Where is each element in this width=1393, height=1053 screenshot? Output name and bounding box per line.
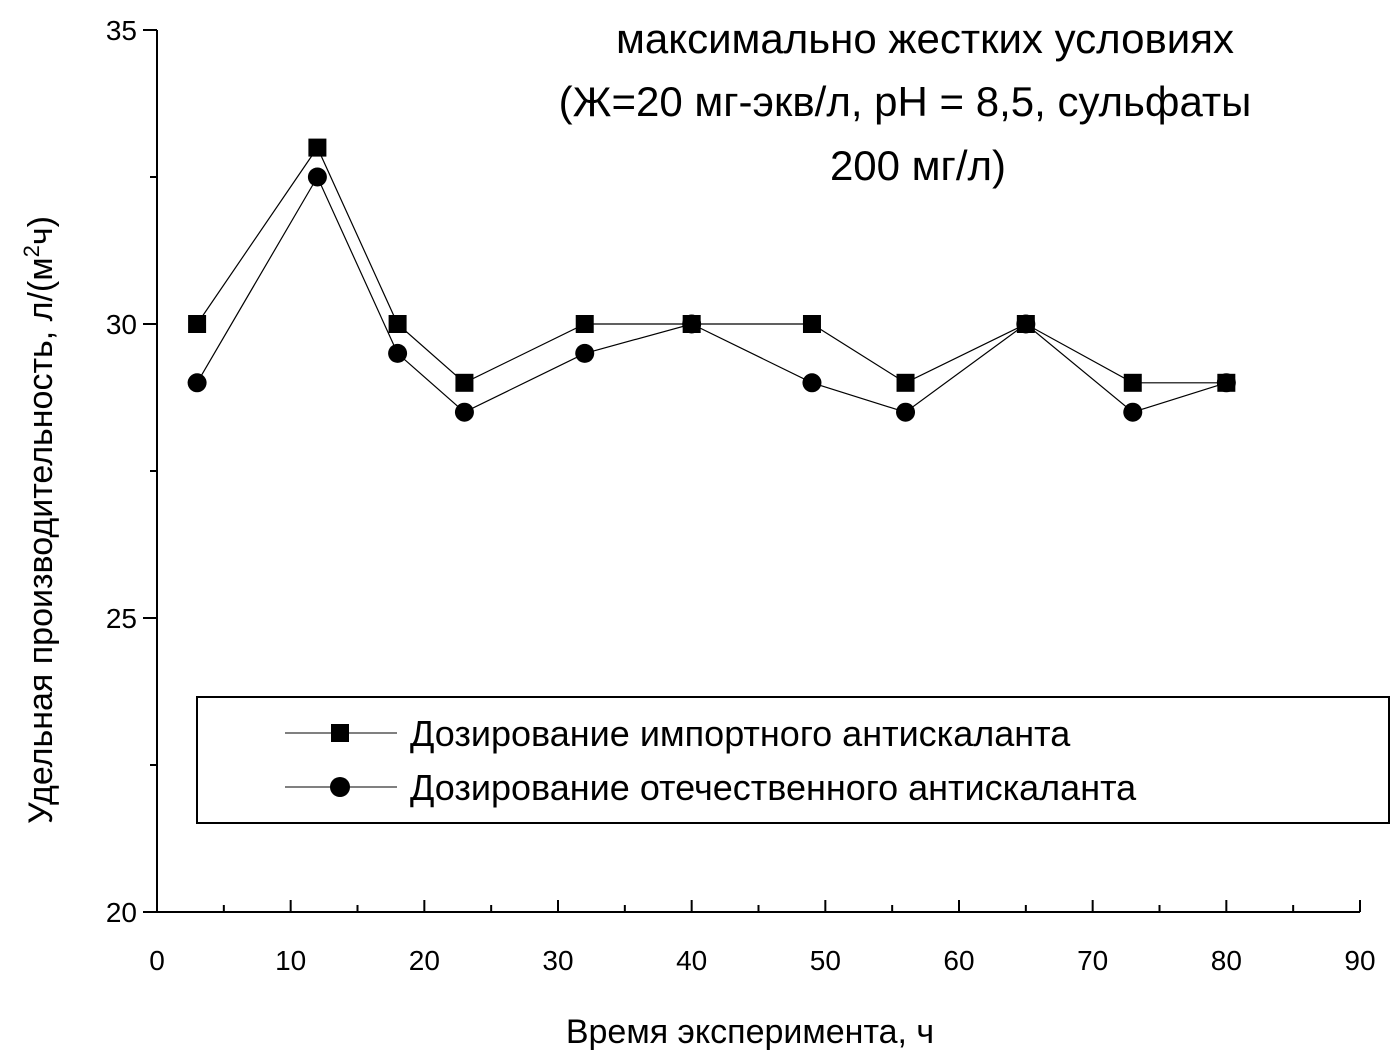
x-tick-label: 0 <box>149 945 165 976</box>
y-axis-title-main: Удельная производительность, л/(м <box>22 257 60 824</box>
series-2-point <box>575 343 595 363</box>
plot-area <box>187 138 1236 422</box>
series-2-point <box>1123 402 1143 422</box>
x-tick-label: 20 <box>409 945 440 976</box>
y-ticks: 20 25 30 35 <box>106 15 157 928</box>
series-1-line <box>196 146 1227 384</box>
series-2-point <box>896 402 916 422</box>
legend-marker-circle <box>330 777 350 797</box>
title-line-2: (Ж=20 мг-экв/л, pH = 8,5, сульфаты <box>559 78 1252 125</box>
title-line-1: максимально жестких условиях <box>616 15 1234 62</box>
x-axis-title: Время эксперимента, ч <box>566 1013 934 1051</box>
legend-label-1: Дозирование импортного антискаланта <box>410 713 1071 754</box>
x-ticks: 0 10 20 30 40 50 60 70 80 90 <box>149 900 1376 976</box>
legend-marker-square <box>331 724 349 742</box>
x-tick-label: 30 <box>542 945 573 976</box>
y-tick-label: 25 <box>106 603 137 634</box>
y-tick-label: 35 <box>106 15 137 46</box>
series-1-point <box>575 315 594 333</box>
series-2-point <box>388 343 408 363</box>
series-2-point <box>802 373 822 393</box>
legend-label-2: Дозирование отечественного антискаланта <box>410 767 1137 808</box>
series-1-point <box>896 373 915 392</box>
series-1-point <box>802 315 821 333</box>
chart-title: максимально жестких условиях (Ж=20 мг-эк… <box>559 15 1252 189</box>
legend: Дозирование импортного антискаланта Дози… <box>196 696 1390 824</box>
x-tick-label: 10 <box>275 945 306 976</box>
x-tick-label: 40 <box>676 945 707 976</box>
x-tick-label: 60 <box>943 945 974 976</box>
series-2-point <box>454 402 474 422</box>
y-axis-title-tail: ч) <box>22 216 60 245</box>
legend-box <box>196 696 1390 824</box>
y-axis-title: Удельная производительность, л/(м2ч) <box>19 216 60 824</box>
series-2-point <box>187 373 207 393</box>
y-tick-label: 20 <box>106 897 137 928</box>
y-axis-title-sup: 2 <box>19 245 44 257</box>
x-tick-label: 70 <box>1077 945 1108 976</box>
x-tick-label: 80 <box>1211 945 1242 976</box>
series-2-point <box>1016 314 1036 334</box>
series-1-point <box>188 315 207 333</box>
series-2-point <box>682 314 702 334</box>
title-line-3: 200 мг/л) <box>830 142 1006 189</box>
x-tick-label: 90 <box>1344 945 1375 976</box>
series-1-point <box>308 138 327 157</box>
series-2-line <box>196 175 1227 413</box>
x-tick-label: 50 <box>810 945 841 976</box>
series-1-point <box>388 315 407 333</box>
y-tick-label: 30 <box>106 309 137 340</box>
series-1-point <box>1123 373 1142 392</box>
series-1-point <box>455 373 474 392</box>
series-2-point <box>307 167 327 187</box>
series-2-point <box>1216 373 1236 393</box>
